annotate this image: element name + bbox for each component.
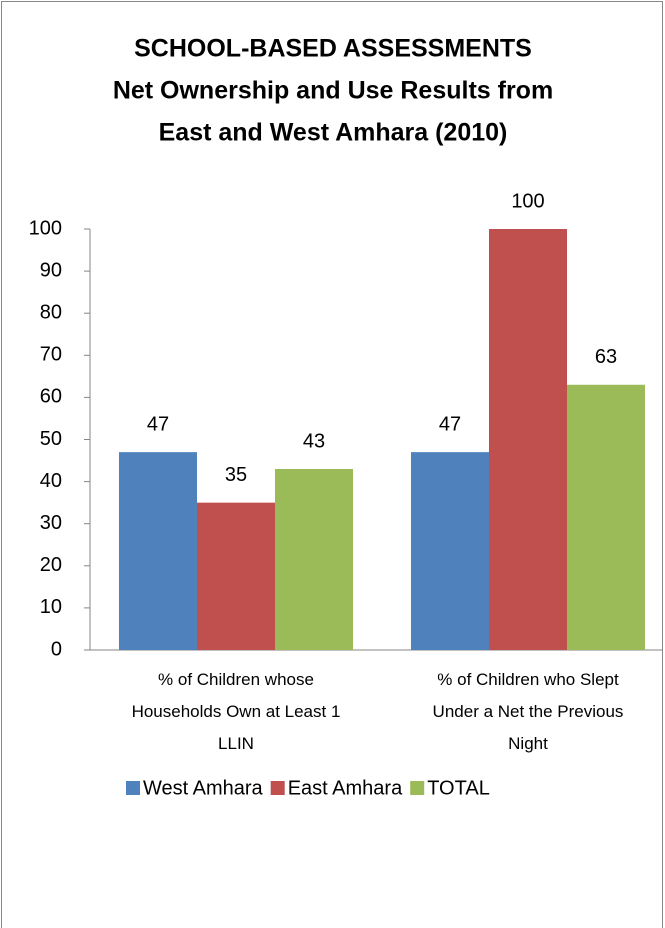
legend-swatch [410, 781, 425, 795]
legend-swatch [126, 781, 140, 795]
legend-label: West Amhara [143, 777, 264, 799]
chart-title: Net Ownership and Use Results from [113, 77, 553, 105]
y-tick-label: 10 [40, 596, 62, 618]
y-tick-label: 80 [40, 301, 62, 323]
legend-label: East Amhara [288, 777, 403, 799]
x-tick-label-line: LLIN [218, 734, 254, 753]
y-tick-label: 60 [40, 386, 62, 408]
y-tick-label: 70 [40, 344, 62, 366]
bar [197, 502, 275, 650]
y-tick-label: 100 [29, 217, 62, 239]
x-tick-label: % of Children who Slept Under a Net the P… [433, 670, 624, 753]
chart-title: East and West Amhara (2010) [159, 119, 508, 147]
y-tick-label: 20 [40, 554, 62, 576]
value-label: 43 [303, 430, 325, 452]
y-tick-label: 30 [40, 512, 62, 534]
x-tick-label: % of Children whose Households Own at Lea… [132, 670, 341, 753]
x-tick-label-line: % of Children whose [158, 670, 314, 689]
y-tick-label: 90 [40, 259, 62, 281]
y-tick-label: 0 [51, 638, 62, 660]
x-tick-label-line: Under a Net the Previous [433, 702, 624, 721]
value-label: 47 [439, 413, 461, 435]
legend-swatch [270, 781, 285, 795]
bar [119, 452, 197, 650]
y-tick-label: 40 [40, 470, 62, 492]
value-label: 100 [511, 190, 544, 212]
bar [411, 452, 489, 650]
bar [275, 468, 353, 650]
bar [567, 384, 645, 650]
x-tick-label-line: Night [508, 734, 548, 753]
bar [489, 229, 567, 650]
value-label: 35 [225, 464, 247, 486]
x-tick-label-line: % of Children who Slept [437, 670, 619, 689]
y-tick-label: 50 [40, 428, 62, 450]
x-tick-label-line: Households Own at Least 1 [132, 702, 341, 721]
value-label: 47 [147, 413, 169, 435]
chart-title: SCHOOL-BASED ASSESSMENTS [134, 35, 532, 63]
legend-label: TOTAL [427, 777, 490, 799]
value-label: 63 [595, 346, 617, 368]
